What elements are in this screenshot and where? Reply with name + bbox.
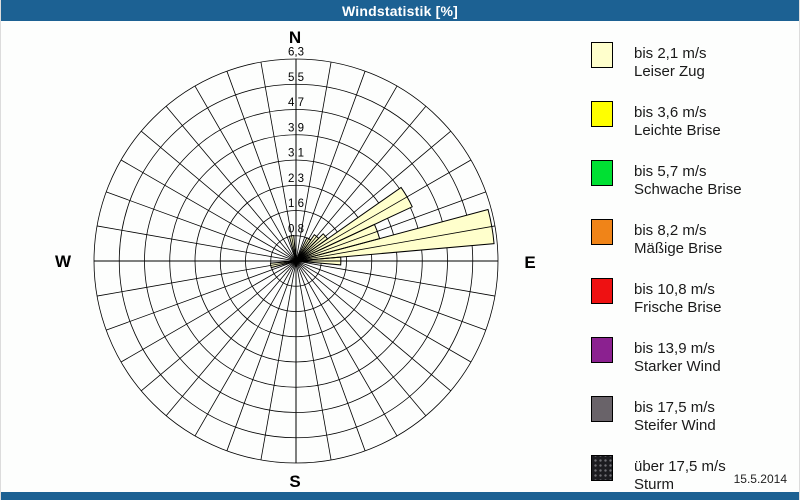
legend-item: bis 3,6 m/s Leichte Brise bbox=[591, 101, 791, 140]
legend-swatch-sturm bbox=[591, 455, 613, 481]
legend-speed-label: bis 17,5 m/s bbox=[634, 399, 715, 416]
legend-class-label: Leichte Brise bbox=[634, 122, 721, 139]
legend-speed-label: bis 10,8 m/s bbox=[634, 281, 715, 298]
legend-speed-label: bis 5,7 m/s bbox=[634, 163, 707, 180]
legend-swatch-steifer-wind bbox=[591, 396, 613, 422]
bottom-bar bbox=[1, 492, 799, 500]
legend-speed-label: bis 3,6 m/s bbox=[634, 104, 707, 121]
legend-item: bis 5,7 m/s Schwache Brise bbox=[591, 160, 791, 199]
legend-class-label: Sturm bbox=[634, 476, 675, 493]
legend-swatch-maessige-brise bbox=[591, 219, 613, 245]
legend-item: bis 2,1 m/s Leiser Zug bbox=[591, 42, 791, 81]
legend-swatch-frische-brise bbox=[591, 278, 613, 304]
legend-item: bis 10,8 m/s Frische Brise bbox=[591, 278, 791, 317]
legend-class-label: Starker Wind bbox=[634, 358, 721, 375]
legend-swatch-leiser-zug bbox=[591, 42, 613, 68]
compass-west-label: W bbox=[54, 252, 72, 271]
legend-item: bis 8,2 m/s Mäßige Brise bbox=[591, 219, 791, 258]
legend-item: über 17,5 m/s Sturm bbox=[591, 455, 791, 494]
legend-class-label: Mäßige Brise bbox=[634, 240, 723, 257]
legend-class-label: Frische Brise bbox=[634, 299, 722, 316]
wind-speed-legend: bis 2,1 m/s Leiser Zug bis 3,6 m/s Leichte… bbox=[591, 42, 791, 500]
legend-swatch-schwache-brise bbox=[591, 160, 613, 186]
title-bar: Windstatistik [%] bbox=[1, 0, 799, 21]
compass-east-label: E bbox=[524, 253, 536, 272]
legend-class-label: Steifer Wind bbox=[634, 417, 716, 434]
legend-swatch-starker-wind bbox=[591, 337, 613, 363]
report-date: 15.5.2014 bbox=[733, 472, 787, 486]
legend-item: bis 17,5 m/s Steifer Wind bbox=[591, 396, 791, 435]
compass-south-label: S bbox=[289, 472, 301, 491]
svg-text:6,3: 6,3 bbox=[288, 47, 304, 59]
legend-item: bis 13,9 m/s Starker Wind bbox=[591, 337, 791, 376]
legend-swatch-leichte-brise bbox=[591, 101, 613, 127]
legend-speed-label: bis 13,9 m/s bbox=[634, 340, 715, 357]
legend-speed-label: bis 8,2 m/s bbox=[634, 222, 707, 239]
legend-speed-label: bis 2,1 m/s bbox=[634, 45, 707, 62]
page-title: Windstatistik [%] bbox=[341, 2, 459, 19]
compass-north-label: N bbox=[288, 28, 302, 47]
legend-class-label: Leiser Zug bbox=[634, 63, 705, 80]
legend-class-label: Schwache Brise bbox=[634, 181, 742, 198]
legend-speed-label: über 17,5 m/s bbox=[634, 458, 726, 475]
